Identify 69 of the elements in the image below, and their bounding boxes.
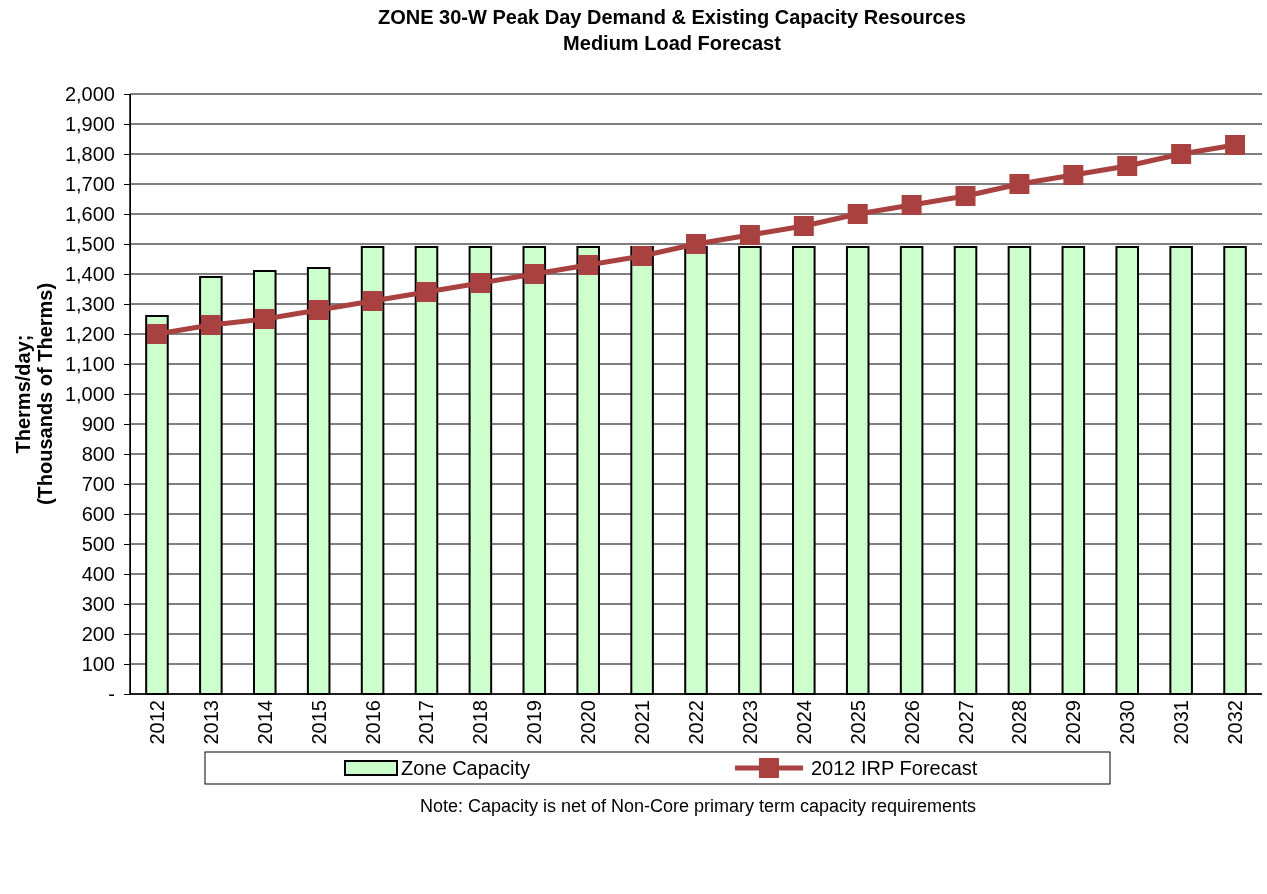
y-tick-label: 1,200 [64,322,115,345]
y-tick-label: 1,500 [64,232,115,255]
y-tick-label: 200 [81,622,115,645]
point [578,255,599,275]
x-tick-label: 2014 [253,700,276,745]
y-tick-label: 2,000 [64,82,115,105]
x-tick-label: 2030 [1116,700,1139,745]
y-tick-label: 800 [81,442,115,465]
y-tick-label: 900 [81,412,115,435]
x-tick-label: 2024 [792,700,815,745]
y-tick-label: 700 [81,472,115,495]
x-tick-label: 2032 [1224,700,1247,745]
y-tick-label: 1,400 [64,262,115,285]
x-tick-label: 2029 [1062,700,1085,745]
x-tick-label: 2022 [685,700,707,745]
legend-label: Zone Capacity [401,757,530,779]
point [146,324,167,344]
point [1171,144,1192,164]
point [901,195,922,215]
point [254,309,275,329]
point [793,216,814,236]
x-tick-label: 2016 [361,700,384,745]
x-tick-label: 2012 [145,700,168,745]
chart-title: ZONE 30-W Peak Day Demand & Existing Capacity Resources [378,6,966,28]
x-tick-label: 2021 [631,700,654,745]
x-tick-label: 2028 [1008,700,1031,745]
y-tick-label: 1,800 [64,142,115,165]
x-tick-label: 2018 [469,700,492,745]
y-axis-title: Therms/day; (Thousands of Therms) [12,282,56,506]
y-tick-label: 400 [81,562,115,585]
point [362,291,383,311]
x-tick-label: 2020 [577,700,600,745]
point [739,225,760,245]
y-tick-label: 300 [81,592,115,615]
y-tick-label: 1,300 [64,292,115,315]
point [416,282,437,302]
y-tick-label: 1,900 [64,112,115,135]
x-tick-label: 2026 [900,700,923,745]
point [200,315,221,335]
x-tick-label: 2013 [199,700,222,745]
point [524,264,545,284]
point [1009,174,1030,194]
y-tick-label: 600 [81,502,115,525]
y-tick-label: 100 [81,652,115,675]
chart-subtitle: Medium Load Forecast [563,32,782,54]
point [470,273,491,293]
y-tick-label: 1,100 [64,352,115,375]
point [1063,165,1084,185]
x-tick-label: 2027 [954,700,977,745]
y-tick-label: - [108,682,115,705]
x-tick-label: 2015 [307,700,330,745]
legend-label: 2012 IRP Forecast [811,757,978,779]
point [1225,135,1246,155]
x-tick-label: 2023 [738,700,761,745]
point [308,300,329,320]
x-tick-label: 2031 [1170,700,1193,745]
x-tick-label: 2025 [846,700,869,745]
point [632,246,653,266]
point [686,234,706,254]
text: Note: Capacity is net of Non-Core primary term capacity requirements [419,796,977,816]
point [847,204,868,224]
y-tick-label: 1,600 [64,202,115,225]
y-tick-label: 500 [81,532,115,555]
x-tick-label: 2017 [415,700,438,745]
y-tick-label: 1,000 [64,382,115,405]
y-tick-label: 1,700 [64,172,115,195]
point [955,186,976,206]
point [1117,156,1138,176]
x-tick-label: 2019 [523,700,546,745]
